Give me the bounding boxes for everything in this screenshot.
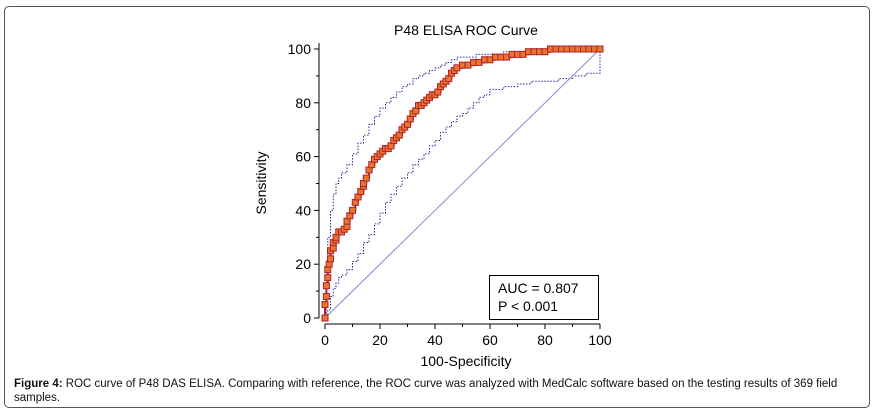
roc-point: [349, 206, 356, 214]
roc-point: [321, 314, 329, 322]
chart-title: P48 ELISA ROC Curve: [394, 22, 538, 38]
p-value-annotation: P < 0.001: [498, 298, 559, 314]
roc-curve-layer: [321, 45, 604, 322]
x-tick-label: 80: [537, 332, 553, 348]
roc-point: [322, 282, 330, 290]
y-tick-label: 80: [295, 95, 311, 111]
roc-point: [321, 301, 329, 309]
roc-point: [322, 292, 330, 300]
x-tick-label: 40: [427, 332, 443, 348]
upper-ci-line: [325, 48, 600, 319]
roc-point: [324, 274, 332, 282]
caption-label: Figure 4:: [14, 378, 63, 390]
y-tick-label: 40: [295, 202, 311, 218]
auc-annotation: AUC = 0.807: [498, 280, 579, 296]
y-tick-label: 60: [295, 149, 311, 165]
lower-ci-line: [325, 49, 601, 319]
x-tick-label: 0: [321, 332, 329, 348]
confidence-interval-layer: [325, 48, 601, 319]
x-tick-label: 60: [482, 332, 498, 348]
caption-text: ROC curve of P48 DAS ELISA. Comparing wi…: [14, 378, 838, 404]
y-tick-label: 20: [295, 256, 311, 272]
x-axis-label: 100-Specificity: [420, 353, 511, 369]
roc-point: [362, 174, 370, 182]
figure-caption: Figure 4: ROC curve of P48 DAS ELISA. Co…: [14, 377, 864, 405]
figure-frame: [4, 6, 870, 408]
roc-point: [327, 255, 334, 263]
y-axis-label: Sensitivity: [253, 151, 269, 214]
axes: 0 20 40 60 80 100 0 20 40 60 80 100: [288, 41, 612, 348]
x-tick-label: 100: [588, 332, 612, 348]
x-tick-label: 20: [372, 332, 388, 348]
roc-point: [596, 45, 604, 53]
stats-box: AUC = 0.807 P < 0.001: [489, 275, 599, 320]
reference-line: [324, 48, 601, 319]
reference-line-layer: [324, 48, 601, 319]
y-tick-label: 100: [288, 41, 312, 57]
y-tick-label: 0: [303, 310, 311, 326]
